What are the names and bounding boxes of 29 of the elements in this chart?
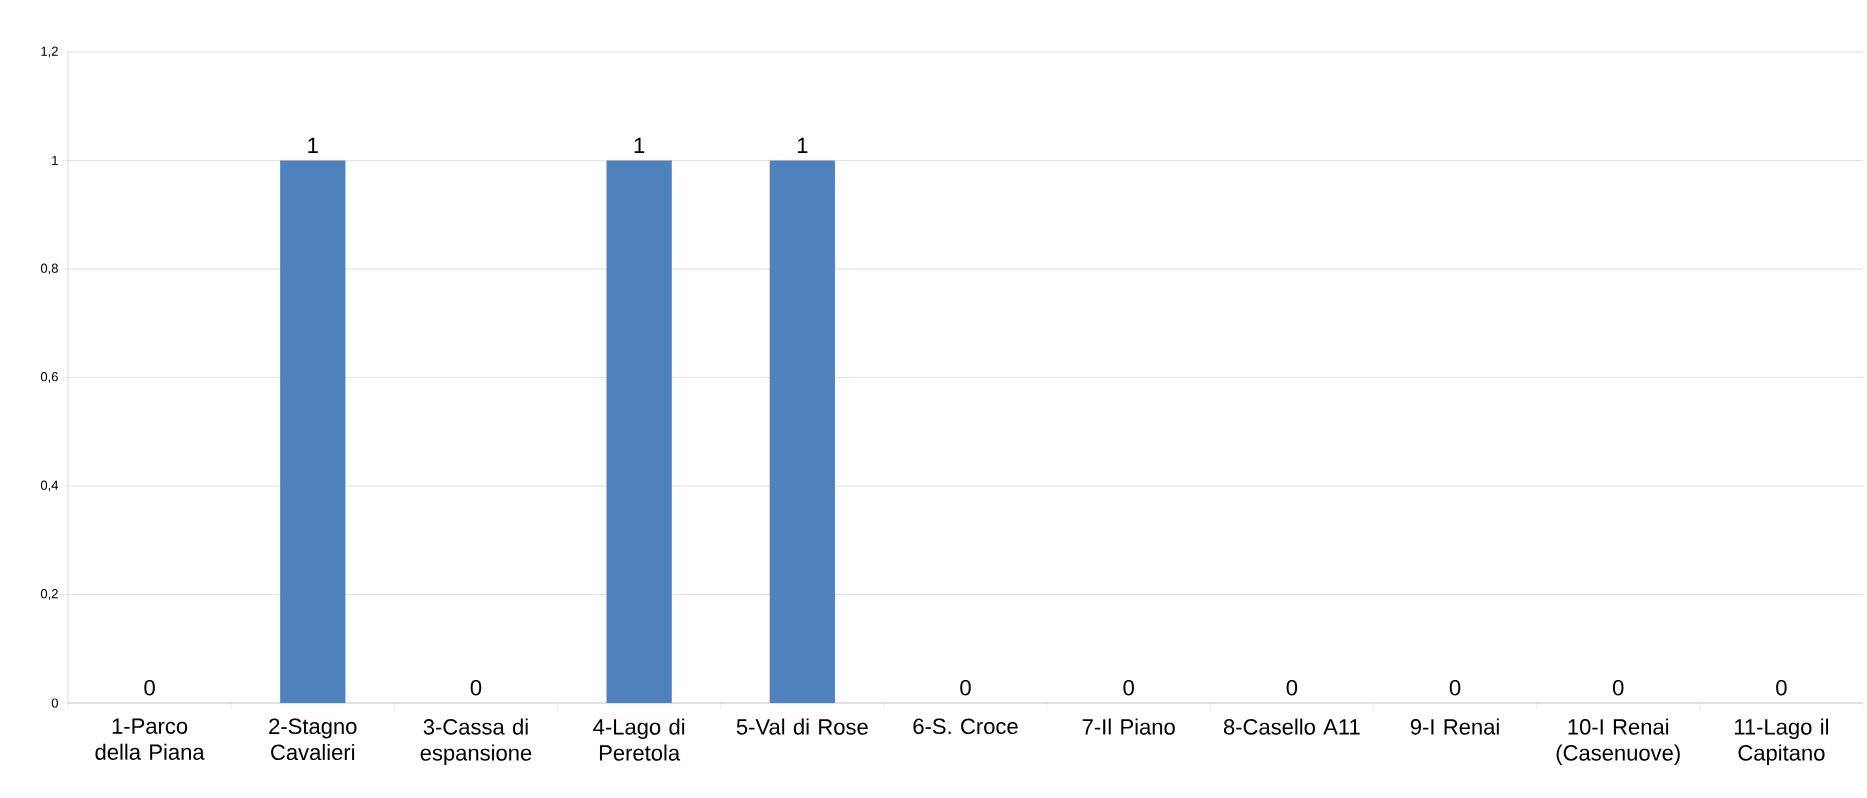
data-label: 0 <box>1123 679 1134 696</box>
x-tick-label: 8-Casello A11 <box>1223 718 1360 735</box>
data-label: 0 <box>144 679 155 696</box>
data-label: 0 <box>1449 679 1461 696</box>
x-tick-label: 7-Il Piano <box>1082 718 1175 735</box>
y-tick-label: 0,8 <box>40 263 58 275</box>
x-tick-label: 3-Cassa di espansione <box>420 718 532 766</box>
x-tick-label: 9-I Renai <box>1410 718 1499 735</box>
x-tick-label: 2-Stagno Cavalieri <box>269 718 357 761</box>
y-tick-label: 0 <box>51 698 58 708</box>
y-tick-label: 1,2 <box>41 46 58 58</box>
data-label: 0 <box>1612 679 1624 696</box>
x-tick-label: 5-Val di Rose <box>736 718 868 735</box>
data-label: 1 <box>797 137 808 153</box>
y-tick-label: 0,2 <box>40 589 58 600</box>
data-label: 1 <box>634 137 645 153</box>
y-tick-label: 0,6 <box>40 372 58 383</box>
x-tick-label: 11-Lago il Capitano <box>1734 718 1829 766</box>
x-tick-label: 6-S. Croce <box>913 718 1018 735</box>
x-tick-label: 4-Lago di Peretola <box>593 718 685 761</box>
x-tick-label: 10-I Renai (Casenuove) <box>1556 718 1680 766</box>
y-tick-label: 0,4 <box>40 480 59 492</box>
y-tick-label: 1 <box>52 156 58 165</box>
data-label: 0 <box>470 679 482 696</box>
data-label: 0 <box>1286 679 1298 696</box>
data-label: 0 <box>1776 679 1787 696</box>
data-label: 1 <box>308 137 318 153</box>
data-label: 0 <box>960 679 971 696</box>
x-tick-label: 1-Parco della Piana <box>95 718 205 760</box>
